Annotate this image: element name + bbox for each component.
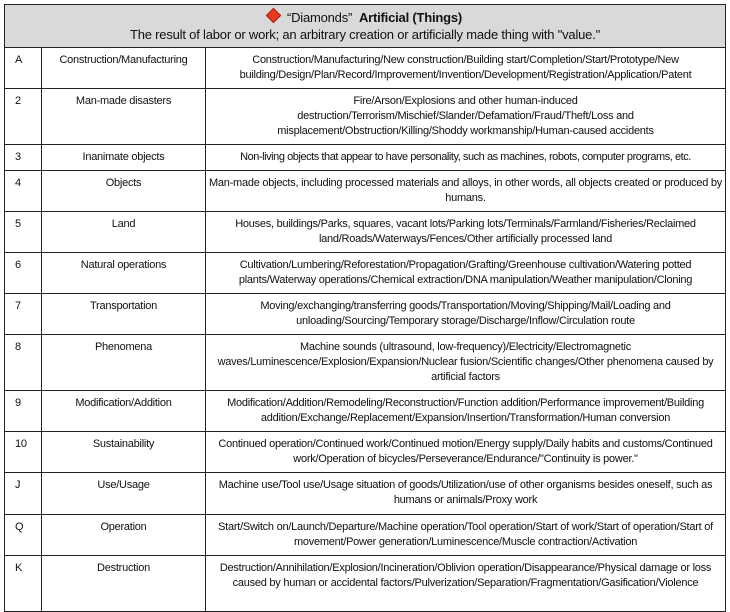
table-row: J Use/Usage Machine use/Tool use/Usage sit… — [4, 472, 727, 515]
row-description: Moving/exchanging/transferring goods/Tra… — [204, 293, 727, 335]
row-description: Continued operation/Continued work/Conti… — [204, 431, 727, 473]
table-row: 6 Natural operations Cultivation/Lumbering… — [4, 252, 727, 294]
row-key: J — [4, 472, 42, 515]
row-key: 6 — [4, 252, 42, 294]
table-row: 7 Transportation Moving/exchanging/transfe… — [4, 293, 727, 335]
row-key: 7 — [4, 293, 42, 335]
row-description: Machine sounds (ultrasound, low-frequenc… — [204, 334, 727, 391]
row-key: K — [4, 555, 42, 612]
row-description: Non-living objects that appear to have p… — [204, 144, 727, 171]
row-key: 9 — [4, 390, 42, 432]
row-category: Destruction — [41, 555, 206, 612]
table-row: 10 Sustainability Continued operation/Cont… — [4, 431, 727, 473]
row-category: Natural operations — [41, 252, 206, 294]
row-category: Use/Usage — [41, 472, 206, 515]
row-description: Man-made objects, including processed ma… — [204, 170, 727, 212]
row-category: Land — [41, 211, 206, 253]
row-category: Phenomena — [41, 334, 206, 391]
row-description: Fire/Arson/Explosions and other human-in… — [204, 88, 727, 145]
header-title-line: “Diamonds” Artificial (Things) — [9, 7, 721, 26]
table-row: 9 Modification/Addition Modification/Addit… — [4, 390, 727, 432]
row-key: 5 — [4, 211, 42, 253]
header-subtitle: The result of labor or work; an arbitrar… — [129, 27, 601, 42]
table-row: Q Operation Start/Switch on/Launch/Departu… — [4, 514, 727, 556]
row-description: Cultivation/Lumbering/Reforestation/Prop… — [204, 252, 727, 294]
row-category: Modification/Addition — [41, 390, 206, 432]
row-key: 10 — [4, 431, 42, 473]
row-category: Man-made disasters — [41, 88, 206, 145]
row-key: 8 — [4, 334, 42, 391]
row-category: Construction/Manufacturing — [41, 47, 206, 89]
table-row: 2 Man-made disasters Fire/Arson/Explosions… — [4, 88, 727, 145]
row-description: Machine use/Tool use/Usage situation of … — [204, 472, 727, 515]
row-description: Construction/Manufacturing/New construct… — [204, 47, 727, 89]
row-description: Modification/Addition/Remodeling/Reconst… — [204, 390, 727, 432]
row-key: Q — [4, 514, 42, 556]
row-category: Inanimate objects — [41, 144, 206, 171]
table-row: K Destruction Destruction/Annihilation/Exp… — [4, 555, 727, 612]
row-category: Transportation — [41, 293, 206, 335]
red-diamond-icon — [265, 7, 282, 24]
suit-label: “Diamonds” — [286, 10, 353, 25]
row-category: Operation — [41, 514, 206, 556]
row-key: 3 — [4, 144, 42, 171]
row-description: Destruction/Annihilation/Explosion/Incin… — [204, 555, 727, 612]
artificial-things-table: “Diamonds” Artificial (Things) The resul… — [3, 4, 727, 612]
table-row: A Construction/Manufacturing Construction/… — [4, 47, 727, 89]
row-key: A — [4, 47, 42, 89]
row-category: Sustainability — [41, 431, 206, 473]
row-key: 4 — [4, 170, 42, 212]
row-description: Start/Switch on/Launch/Departure/Machine… — [204, 514, 727, 556]
row-category: Objects — [41, 170, 206, 212]
header-title: Artificial (Things) — [358, 10, 463, 25]
row-key: 2 — [4, 88, 42, 145]
table-row: 4 Objects Man-made objects, including proc… — [4, 170, 727, 212]
row-description: Houses, buildings/Parks, squares, vacant… — [204, 211, 727, 253]
table-header: “Diamonds” Artificial (Things) The resul… — [3, 4, 727, 48]
table-row: 5 Land Houses, buildings/Parks, squares, v… — [4, 211, 727, 253]
table-row: 8 Phenomena Machine sounds (ultrasound, lo… — [4, 334, 727, 391]
table-row: 3 Inanimate objects Non-living objects tha… — [4, 144, 727, 171]
table-header-row: “Diamonds” Artificial (Things) The resul… — [3, 4, 727, 48]
